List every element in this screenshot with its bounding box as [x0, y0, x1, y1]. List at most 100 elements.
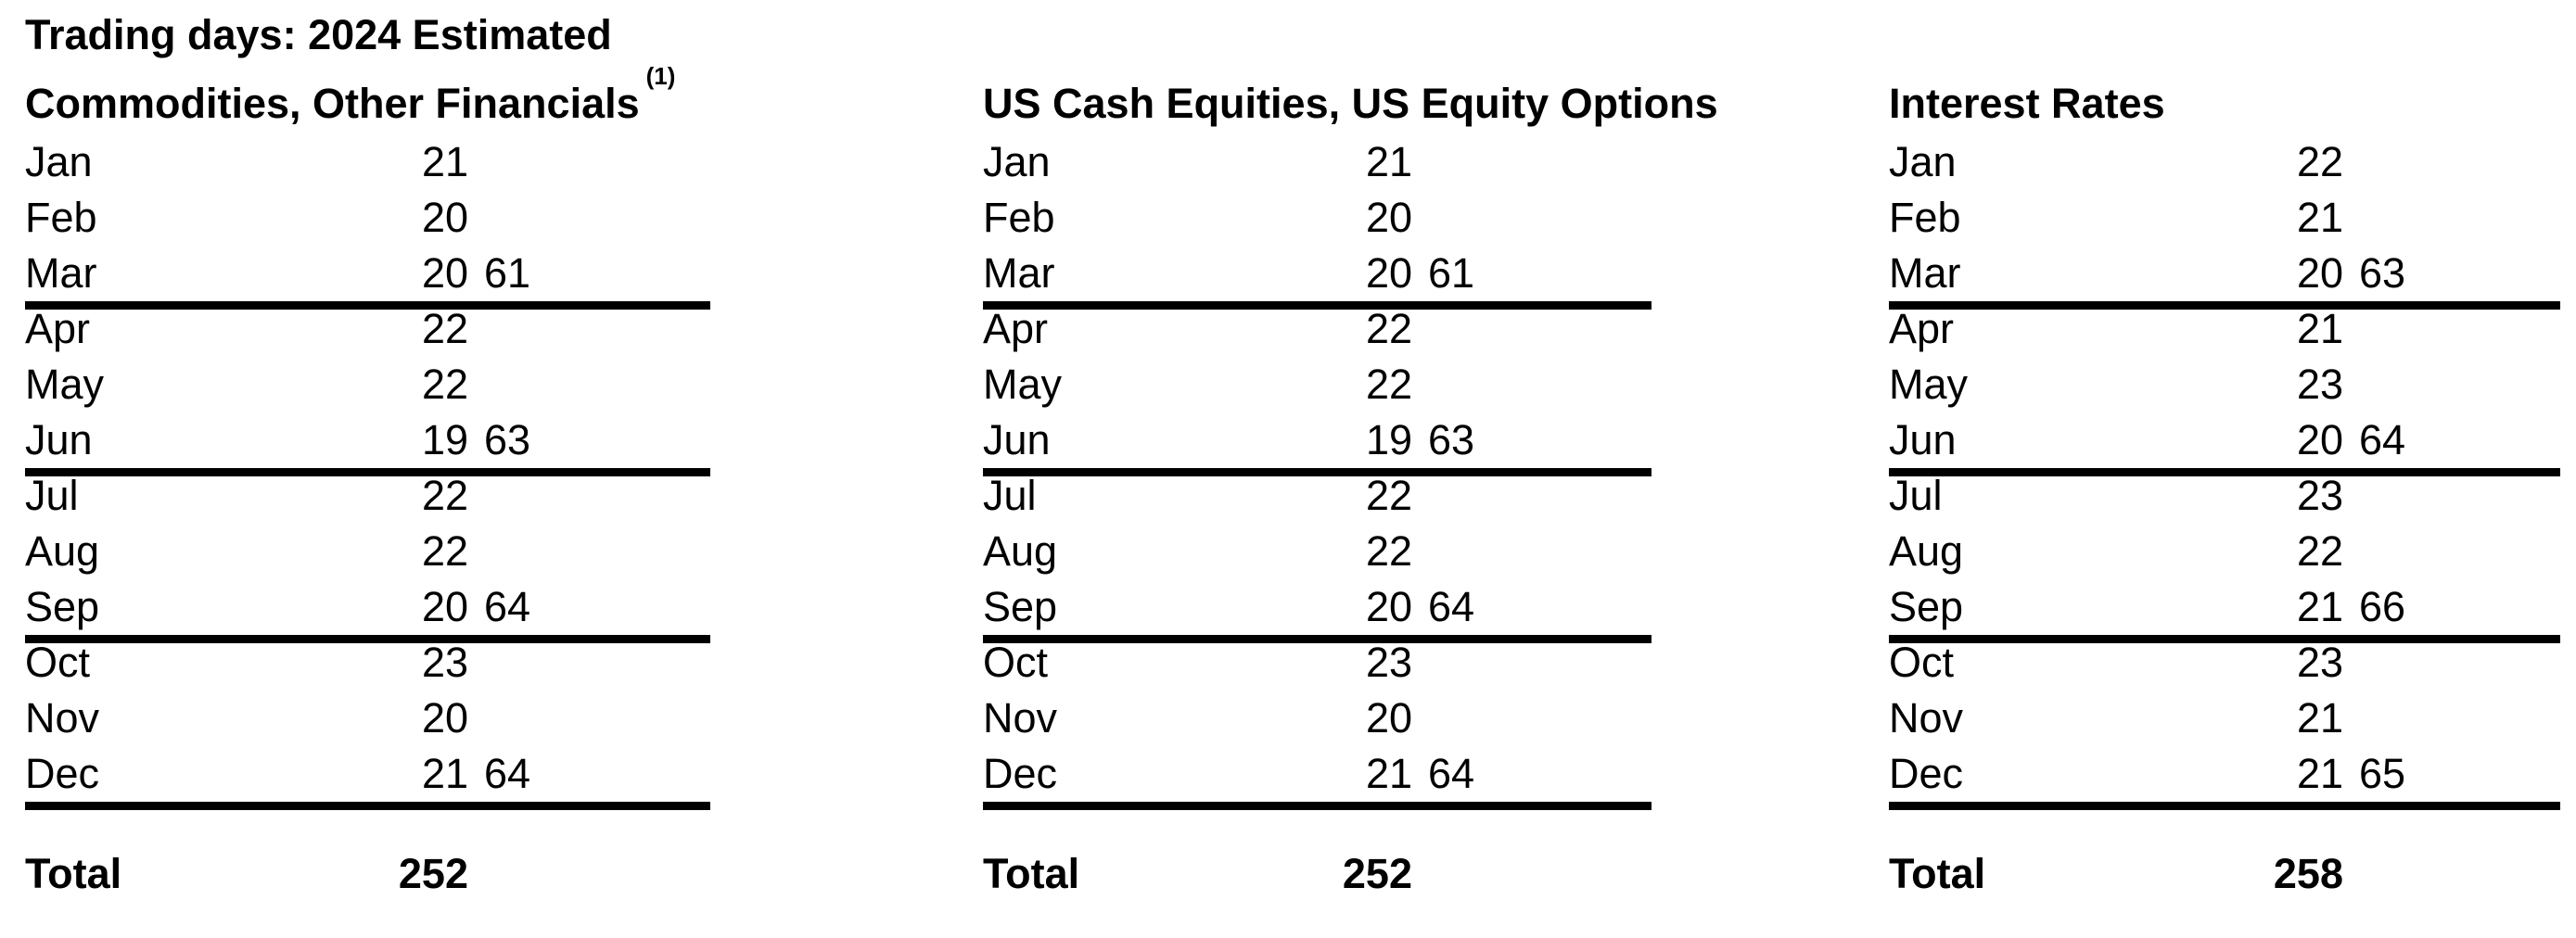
days-value: 21 — [2296, 694, 2343, 742]
table-row: Oct 23 — [1889, 635, 2560, 691]
quarter-group-q3: Jul 22 Aug 22 Sep 20 64 — [983, 468, 1651, 643]
month-label: Aug — [1889, 527, 1964, 575]
total-label: Total — [25, 850, 122, 897]
days-value: 22 — [421, 527, 468, 575]
table-row: Jun 20 64 — [1889, 412, 2560, 468]
table-row: Feb 20 — [983, 190, 1651, 246]
month-label: Sep — [983, 583, 1058, 630]
quarter-total: 64 — [484, 583, 531, 630]
days-value: 20 — [1365, 583, 1412, 630]
quarter-total: 64 — [484, 750, 531, 797]
month-label: May — [983, 361, 1063, 408]
quarter-group-q4: Oct 23 Nov 20 Dec 21 64 — [25, 635, 710, 810]
month-label: Sep — [1889, 583, 1964, 630]
days-value: 22 — [2296, 138, 2343, 185]
table-row: Aug 22 — [25, 524, 710, 579]
month-label: Apr — [25, 305, 91, 352]
month-label: Jul — [1889, 472, 1943, 519]
table-row: Nov 21 — [1889, 691, 2560, 746]
table-row: Jul 23 — [1889, 468, 2560, 524]
table-row: Oct 23 — [25, 635, 710, 691]
table-row: Aug 22 — [1889, 524, 2560, 579]
month-label: Mar — [25, 249, 97, 297]
quarter-group-q1: Jan 21 Feb 20 Mar 20 61 — [25, 134, 710, 310]
table-row: Nov 20 — [25, 691, 710, 746]
table-row: May 23 — [1889, 357, 2560, 412]
table-row: Mar 20 61 — [983, 246, 1651, 301]
total-label: Total — [1889, 850, 1986, 897]
table-row: May 22 — [983, 357, 1651, 412]
days-value: 23 — [1365, 639, 1412, 686]
quarter-total: 66 — [2359, 583, 2406, 630]
days-value: 21 — [1365, 138, 1412, 185]
total-row: Total 258 — [1889, 846, 2560, 902]
quarter-total: 63 — [1428, 416, 1475, 463]
days-value: 20 — [421, 249, 468, 297]
days-value: 23 — [421, 639, 468, 686]
days-value: 22 — [1365, 305, 1412, 352]
table-row: Dec 21 64 — [983, 746, 1651, 802]
column-header-text: Commodities, Other Financials — [25, 80, 640, 127]
table-row: Sep 21 66 — [1889, 579, 2560, 635]
footnote-marker: (1) — [645, 62, 676, 90]
table-commodities-other-financials: Commodities, Other Financials(1) Jan 21 F… — [25, 62, 710, 902]
month-label: Aug — [25, 527, 100, 575]
days-value: 20 — [2296, 416, 2343, 463]
month-label: Dec — [25, 750, 100, 797]
days-value: 21 — [421, 750, 468, 797]
days-value: 22 — [1365, 472, 1412, 519]
days-value: 21 — [2296, 194, 2343, 241]
total-value: 252 — [398, 850, 468, 897]
days-value: 22 — [421, 472, 468, 519]
column-header-text: Interest Rates — [1889, 80, 2165, 127]
table-body: Jan 21 Feb 20 Mar 20 61 Apr 22 May 22 Jun 19 63 … — [25, 134, 710, 902]
table-us-cash-equities-options: US Cash Equities, US Equity Options Jan 2… — [983, 65, 1718, 902]
days-value: 22 — [421, 305, 468, 352]
days-value: 21 — [421, 138, 468, 185]
table-body: Jan 21 Feb 20 Mar 20 61 Apr 22 May 22 Jun 19 63 … — [983, 134, 1651, 902]
days-value: 20 — [421, 583, 468, 630]
month-label: Apr — [983, 305, 1049, 352]
month-label: Apr — [1889, 305, 1955, 352]
table-row: Sep 20 64 — [983, 579, 1651, 635]
quarter-total: 63 — [484, 416, 531, 463]
days-value: 22 — [1365, 361, 1412, 408]
table-row: Jun 19 63 — [983, 412, 1651, 468]
table-row: Apr 22 — [983, 301, 1651, 357]
month-label: Jan — [1889, 138, 1957, 185]
month-label: Mar — [983, 249, 1055, 297]
month-label: Mar — [1889, 249, 1961, 297]
month-label: Nov — [1889, 694, 1964, 742]
days-value: 20 — [1365, 249, 1412, 297]
quarter-total: 63 — [2359, 249, 2406, 297]
days-value: 21 — [1365, 750, 1412, 797]
table-row: Jan 21 — [983, 134, 1651, 190]
quarter-group-q3: Jul 22 Aug 22 Sep 20 64 — [25, 468, 710, 643]
column-header-us-equities: US Cash Equities, US Equity Options — [983, 65, 1718, 127]
days-value: 20 — [1365, 694, 1412, 742]
quarter-group-q3: Jul 23 Aug 22 Sep 21 66 — [1889, 468, 2560, 643]
days-value: 20 — [1365, 194, 1412, 241]
table-row: Jun 19 63 — [25, 412, 710, 468]
table-row: Dec 21 65 — [1889, 746, 2560, 802]
quarter-group-q2: Apr 22 May 22 Jun 19 63 — [25, 301, 710, 476]
quarter-group-q4: Oct 23 Nov 20 Dec 21 64 — [983, 635, 1651, 810]
table-row: Jul 22 — [983, 468, 1651, 524]
table-row: Mar 20 61 — [25, 246, 710, 301]
quarter-total: 64 — [1428, 750, 1475, 797]
page-title: Trading days: 2024 Estimated — [25, 11, 612, 58]
days-value: 21 — [2296, 750, 2343, 797]
month-label: May — [25, 361, 105, 408]
days-value: 19 — [421, 416, 468, 463]
month-label: Jun — [983, 416, 1051, 463]
days-value: 23 — [2296, 472, 2343, 519]
month-label: Jun — [25, 416, 93, 463]
table-row: Jan 21 — [25, 134, 710, 190]
table-row: Jan 22 — [1889, 134, 2560, 190]
month-label: Dec — [983, 750, 1058, 797]
column-header-interest-rates: Interest Rates — [1889, 65, 2560, 127]
quarter-group-q1: Jan 21 Feb 20 Mar 20 61 — [983, 134, 1651, 310]
quarter-total: 64 — [1428, 583, 1475, 630]
month-label: Sep — [25, 583, 100, 630]
